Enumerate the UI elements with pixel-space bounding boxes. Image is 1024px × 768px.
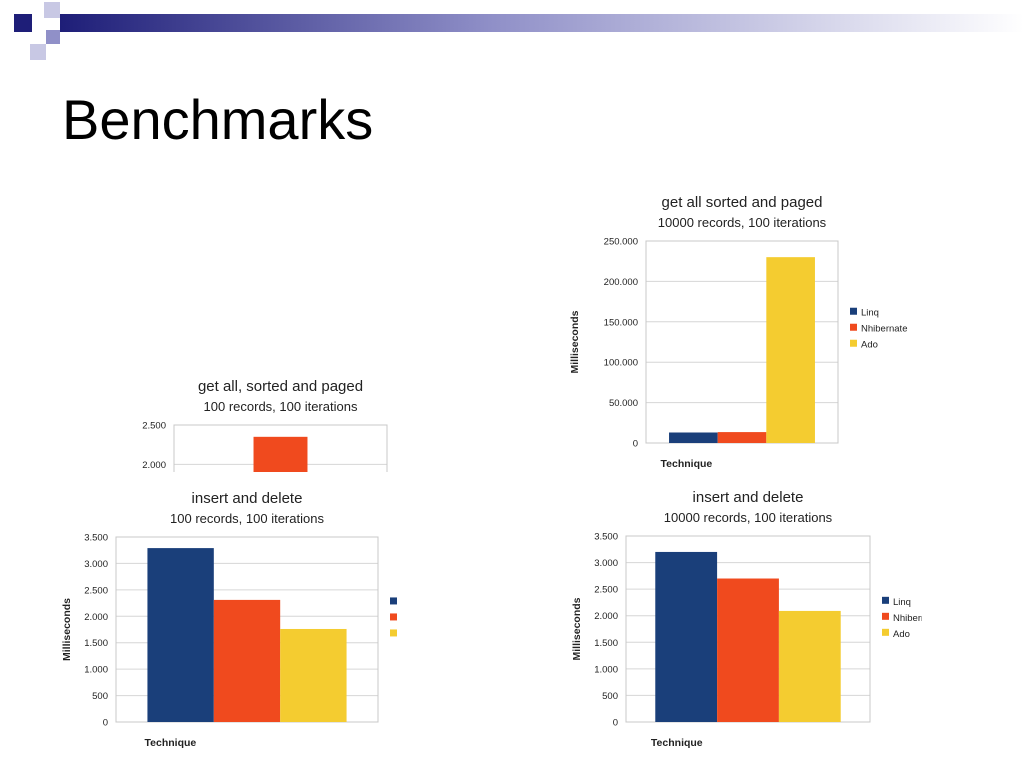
slide-title: Benchmarks (62, 88, 374, 151)
chart-title: insert and delete (192, 490, 303, 507)
legend-swatch-linq (882, 596, 889, 604)
chart-subtitle: 10000 records, 100 iterations (658, 215, 827, 230)
y-tick-label: 2.500 (594, 585, 618, 596)
deco-square-dark (14, 14, 32, 32)
chart-subtitle: 100 records, 100 iterations (204, 399, 358, 414)
header-decoration (14, 2, 1024, 60)
deco-square-mid (46, 30, 60, 44)
deco-square-light (30, 44, 46, 60)
y-tick-label: 1.500 (594, 638, 618, 649)
y-tick-label: 2.000 (142, 460, 166, 471)
chart-subtitle: 10000 records, 100 iterations (664, 510, 833, 525)
bar-ado (280, 628, 347, 722)
chart-background (56, 184, 411, 472)
y-axis-label: Milliseconds (571, 597, 583, 660)
chart-subtitle: 100 records, 100 iterations (170, 511, 324, 526)
chart-title: get all, sorted and paged (198, 378, 363, 395)
y-tick-label: 100.000 (604, 358, 638, 369)
legend-label-linq: Linq (861, 308, 879, 319)
plot-frame (173, 424, 388, 472)
bar-ado (766, 257, 815, 443)
chart-svg: get all, sorted and paged 100 records, 10… (56, 184, 411, 472)
chart-title: insert and delete (693, 489, 804, 506)
bar-nhibernate (213, 599, 281, 722)
y-tick-label: 1.500 (84, 638, 108, 649)
chart-insert-delete-100: insert and delete 100 records, 100 iterat… (56, 482, 401, 758)
legend-swatch-ado (882, 628, 889, 636)
y-tick-label: 0 (103, 718, 108, 729)
legend-swatch-nhibernate (850, 323, 857, 331)
x-axis-label: Technique (661, 458, 713, 470)
chart-svg: insert and delete 100 records, 100 iterat… (56, 482, 401, 758)
legend-swatch-ado (850, 339, 857, 347)
legend-swatch-linq (390, 597, 397, 605)
bar-linq (669, 432, 718, 443)
legend-label-ado: Ado (893, 629, 910, 640)
chart-get-all-100: get all, sorted and paged 100 records, 10… (56, 184, 411, 472)
y-tick-label: 500 (602, 691, 618, 702)
chart-get-all-10000: get all sorted and paged 10000 records, 1… (564, 184, 932, 480)
bar-linq (147, 548, 214, 722)
y-tick-label: 500 (92, 691, 108, 702)
x-axis-label: Technique (651, 737, 703, 749)
y-tick-label: 2.500 (142, 421, 166, 432)
y-tick-label: 2.000 (84, 612, 108, 623)
bar-nhibernate (717, 578, 779, 722)
deco-square-light (44, 2, 60, 18)
y-tick-label: 2.000 (594, 611, 618, 622)
y-tick-label: 3.000 (594, 558, 618, 569)
y-tick-label: 1.000 (84, 665, 108, 676)
x-axis-label: Technique (145, 737, 197, 749)
y-tick-label: 0 (613, 718, 618, 729)
chart-title: get all sorted and paged (662, 194, 823, 211)
bar-ado (778, 610, 841, 722)
y-tick-label: 50.000 (609, 398, 638, 409)
legend-swatch-nhibernate (390, 613, 397, 621)
bar-nhibernate (253, 436, 308, 472)
legend-label-nhibernate: Nhibernate (893, 613, 922, 624)
y-tick-label: 2.500 (84, 585, 108, 596)
legend-swatch-linq (850, 307, 857, 315)
chart-background (564, 184, 932, 480)
y-tick-label: 150.000 (604, 317, 638, 328)
header-gradient-bar (60, 14, 1024, 32)
chart-svg: insert and delete 10000 records, 100 iter… (566, 482, 922, 758)
legend-label-ado: Ado (861, 340, 878, 351)
y-axis-label: Milliseconds (569, 310, 581, 373)
y-tick-label: 3.500 (84, 533, 108, 544)
y-tick-label: 0 (633, 439, 638, 450)
legend-swatch-nhibernate (882, 612, 889, 620)
legend-label-nhibernate: Nhibernate (861, 324, 907, 335)
y-tick-label: 3.500 (594, 532, 618, 543)
bar-linq (655, 551, 718, 722)
bar-nhibernate (717, 432, 767, 443)
y-tick-label: 250.000 (604, 237, 638, 248)
y-tick-label: 3.000 (84, 559, 108, 570)
chart-svg: get all sorted and paged 10000 records, 1… (564, 184, 932, 480)
y-axis-label: Milliseconds (61, 598, 73, 661)
legend-label-linq: Linq (893, 597, 911, 608)
chart-insert-delete-10000: insert and delete 10000 records, 100 iter… (566, 482, 922, 758)
y-tick-label: 1.000 (594, 664, 618, 675)
legend-swatch-ado (390, 629, 397, 637)
y-tick-label: 200.000 (604, 277, 638, 288)
